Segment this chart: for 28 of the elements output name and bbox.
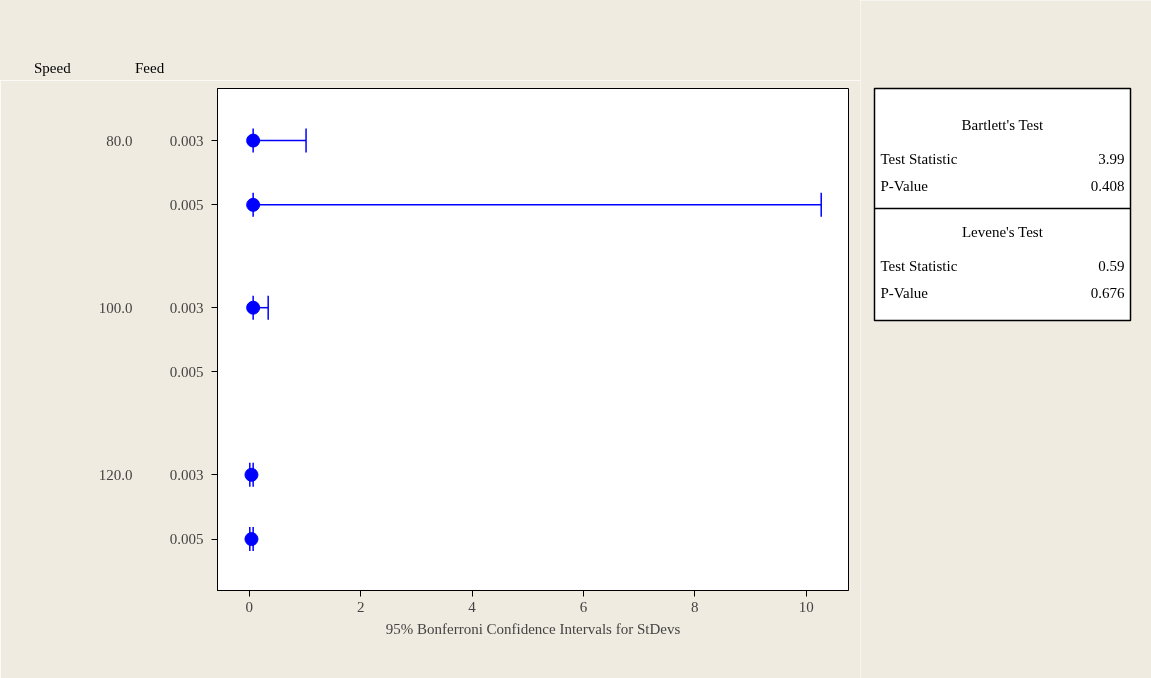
- y-tick-label: 0.003: [169, 466, 204, 483]
- text: 120.0: [98, 466, 133, 483]
- text: Speed: [34, 59, 71, 78]
- x-tick-label: 4: [468, 598, 477, 615]
- y-tick-label: 0.003: [169, 132, 204, 149]
- text: Levene's Test: [961, 223, 1044, 240]
- text: 0.59: [1098, 257, 1125, 274]
- x-axis-title: 95% Bonferroni Confidence Intervals for StDevs: [385, 620, 681, 637]
- text: 3.99: [1098, 150, 1125, 167]
- text: Test Statistic: [880, 150, 958, 167]
- text: 0.676: [1090, 284, 1125, 301]
- text: 100.0: [98, 299, 133, 316]
- y-tick-label: 0.003: [169, 299, 204, 316]
- text: P-Value: [880, 284, 929, 301]
- text: P-Value: [880, 177, 929, 194]
- x-tick-label: 10: [798, 598, 814, 615]
- y-tick-label: 0.005: [169, 196, 204, 213]
- y-tick-label: 0.005: [169, 531, 204, 548]
- x-tick-label: 0: [245, 598, 253, 615]
- text: 0.408: [1090, 177, 1125, 194]
- x-tick-label: 6: [579, 598, 588, 615]
- text: Bartlett's Test: [961, 116, 1045, 133]
- text: 80.0: [106, 132, 133, 149]
- text: Feed: [135, 59, 165, 78]
- y-tick-label: 0.005: [169, 363, 204, 380]
- x-tick-label: 2: [356, 598, 365, 615]
- x-tick-label: 8: [691, 598, 699, 615]
- text: Test Statistic: [880, 257, 958, 274]
